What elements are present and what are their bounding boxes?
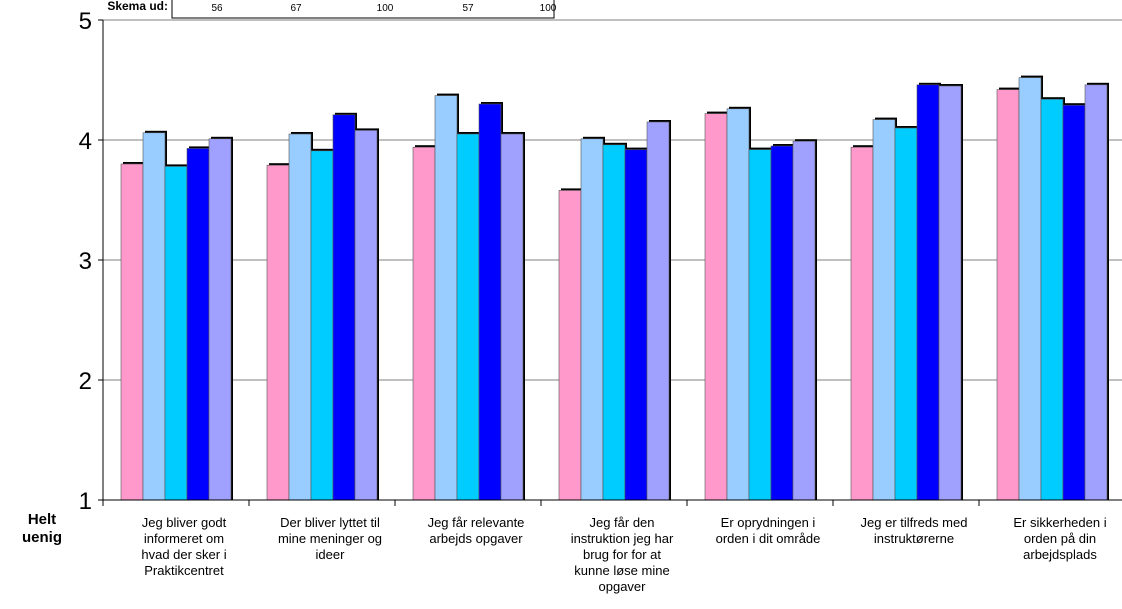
bar — [1062, 104, 1086, 501]
bar — [624, 149, 648, 501]
x-category-label: Er oprydningen i — [721, 515, 816, 530]
legend-table: Skema ud: 56 67 100 57 100 — [107, 0, 557, 19]
bar — [478, 103, 502, 501]
bar — [646, 121, 670, 501]
bar — [872, 119, 896, 501]
bar — [748, 149, 772, 501]
y-tick-label: 1 — [79, 488, 92, 515]
y-tick-labels: 1 2 3 4 5 — [79, 8, 92, 515]
x-category-label: brug for for at — [583, 547, 661, 562]
bar — [770, 145, 794, 501]
x-category-label: hvad der sker i — [141, 547, 226, 562]
x-category-label: Jeg får den — [589, 515, 654, 530]
bar — [434, 95, 458, 501]
x-category-label: opgaver — [599, 579, 647, 594]
bar — [208, 138, 232, 501]
bars — [120, 75, 1109, 501]
x-category-label: instruktion jeg har — [571, 531, 674, 546]
x-category-label: Jeg er tilfreds med — [861, 515, 968, 530]
x-category-label: kunne løse mine — [574, 563, 669, 578]
bar — [1018, 77, 1042, 501]
x-category-label: arbejdsplads — [1023, 547, 1097, 562]
y-tick-label: 3 — [79, 248, 92, 275]
legend-table-label: Skema ud: — [107, 0, 168, 13]
legend-table-value: 100 — [377, 3, 394, 14]
bar — [580, 138, 604, 501]
bar — [1084, 84, 1108, 501]
bar — [266, 164, 290, 501]
y-tick-label: 5 — [79, 8, 92, 35]
bar — [704, 113, 728, 501]
bar — [412, 146, 436, 501]
y-tick-label: 2 — [79, 368, 92, 395]
legend-table-value: 57 — [462, 3, 474, 14]
bar — [792, 140, 816, 501]
bar — [354, 130, 378, 501]
bar — [916, 84, 940, 501]
bar — [558, 190, 582, 501]
bar — [332, 114, 356, 501]
x-category-label: ideer — [316, 547, 346, 562]
axes — [98, 19, 1122, 506]
bar — [164, 166, 188, 501]
bar — [310, 150, 334, 501]
legend-table-value: 67 — [290, 3, 302, 14]
x-category-label: Der bliver lyttet til — [280, 515, 380, 530]
y-min-label: Helt — [28, 511, 56, 528]
bar — [938, 85, 962, 501]
bar — [120, 163, 144, 501]
legend-table-value: 56 — [211, 3, 223, 14]
bar — [1040, 98, 1064, 501]
x-category-label: informeret om — [144, 531, 224, 546]
bar — [186, 148, 210, 501]
x-category-label: orden på din — [1024, 531, 1096, 546]
legend-table-value: 100 — [540, 3, 557, 14]
bar — [894, 127, 918, 501]
y-tick-label: 4 — [79, 128, 92, 155]
bar — [996, 89, 1020, 501]
bar — [726, 108, 750, 501]
x-category-label: mine meninger og — [278, 531, 382, 546]
x-category-label: instruktørerne — [874, 531, 954, 546]
bar — [602, 144, 626, 501]
x-category-label: Praktikcentret — [144, 563, 224, 578]
x-category-label: arbejds opgaver — [429, 531, 523, 546]
bar — [850, 146, 874, 501]
x-category-label: Er sikkerheden i — [1013, 515, 1106, 530]
bar — [142, 132, 166, 501]
bar — [500, 133, 524, 501]
bar — [288, 133, 312, 501]
bar — [456, 133, 480, 501]
x-category-label: Jeg bliver godt — [142, 515, 227, 530]
x-category-label: orden i dit område — [716, 531, 821, 546]
x-category-label: Jeg får relevante — [428, 515, 525, 530]
y-min-label-line2: uenig — [22, 529, 62, 546]
